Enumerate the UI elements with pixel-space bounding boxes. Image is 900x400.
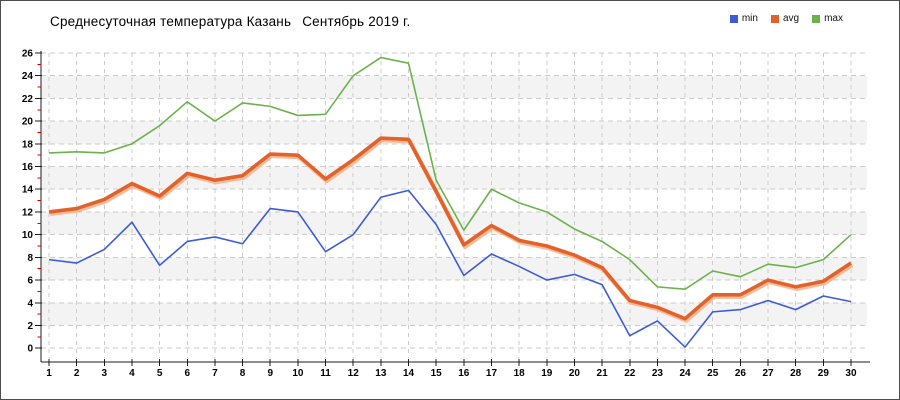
line-min [48,189,852,348]
x-tick-label: 17 [486,368,498,379]
line-avg [48,136,852,321]
y-tick-label: 16 [22,162,34,173]
y-tick-label: 22 [22,94,34,105]
gridlines [41,52,867,358]
stripe-band [41,121,867,144]
y-tick-label: 8 [27,253,33,264]
x-tick-label: 15 [431,368,443,379]
y-tick-label: 0 [27,344,33,355]
stripe-bands [41,75,867,326]
legend: min avg max [729,13,843,24]
legend-swatch-icon [729,14,738,23]
x-tick-label: 6 [184,368,190,379]
stripe-band [41,75,867,99]
y-tick-label: 4 [27,298,33,309]
x-tick-label: 18 [514,368,526,379]
x-tick-label: 3 [102,368,108,379]
x-tick-label: 26 [735,368,747,379]
stripe-band [41,302,867,326]
x-tick-label: 23 [652,368,664,379]
x-tick-label: 25 [707,368,719,379]
x-tick-label: 20 [569,368,581,379]
x-tick-label: 22 [624,368,636,379]
y-tick-label: 20 [22,117,34,128]
x-tick-label: 30 [845,368,857,379]
x-tick-label: 29 [818,368,830,379]
x-tick-label: 13 [375,368,387,379]
legend-label: max [824,13,843,24]
y-tick-label: 6 [27,276,33,287]
x-tick-label: 12 [348,368,360,379]
chart-title: Среднесуточная температура Казань Сентябр… [50,14,410,29]
x-tick-label: 1 [46,368,52,379]
y-tick-label: 14 [22,185,34,196]
x-tick-label: 8 [240,368,246,379]
x-tick-label: 14 [403,368,415,379]
legend-item-max: max [812,13,843,24]
legend-label: min [741,13,758,24]
x-tick-label: 28 [790,368,802,379]
x-tick-label: 2 [74,368,80,379]
chart-title-main: Среднесуточная температура Казань [50,14,292,29]
x-tick-label: 10 [292,368,304,379]
legend-label: avg [782,13,800,24]
legend-item-min: min [729,13,758,24]
x-tick-label: 7 [212,368,218,379]
x-tick-label: 11 [320,368,331,379]
y-tick-label: 18 [22,139,34,150]
x-tick-label: 9 [267,368,273,379]
x-tick-label: 4 [129,368,135,379]
chart-title-period: Сентябрь 2019 г. [302,14,411,29]
y-tick-label: 24 [22,71,34,82]
legend-swatch-icon [770,14,779,23]
y-tick-label: 26 [22,49,34,60]
line-max [48,56,852,290]
x-tick-label: 27 [762,368,774,379]
legend-swatch-icon [812,14,821,23]
x-tick-label: 19 [541,368,553,379]
stripe-band [41,257,867,281]
series-lines [48,56,854,348]
x-tick-label: 16 [458,368,470,379]
stripe-band [41,166,867,190]
legend-item-avg: avg [770,13,800,24]
x-tick-label: 21 [597,368,609,379]
y-tick-label: 2 [27,321,33,332]
x-tick-label: 5 [157,368,163,379]
x-tick-label: 24 [680,368,692,379]
y-tick-label: 10 [22,230,34,241]
y-tick-label: 12 [22,207,34,218]
